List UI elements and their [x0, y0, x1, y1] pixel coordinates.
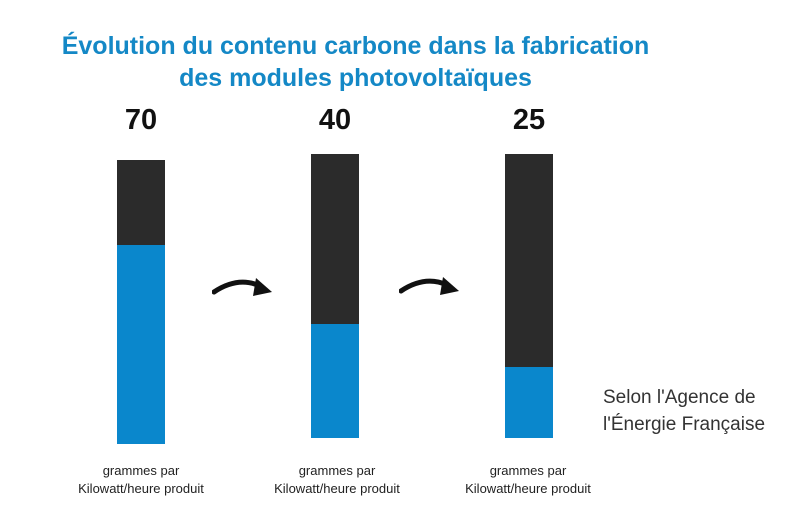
bar-fill-3: [505, 367, 553, 438]
bar-track-1: [117, 160, 165, 444]
unit-line-2: Kilowatt/heure produit: [465, 481, 591, 496]
unit-line-2: Kilowatt/heure produit: [78, 481, 204, 496]
bar-unit-label-1: grammes par Kilowatt/heure produit: [51, 462, 231, 498]
bar-track-3: [505, 154, 553, 438]
unit-line-2: Kilowatt/heure produit: [274, 481, 400, 496]
source-note: Selon l'Agence de l'Énergie Française: [603, 384, 765, 438]
chart-title: Évolution du contenu carbone dans la fab…: [0, 30, 711, 94]
bar-fill-1: [117, 245, 165, 444]
bar-fill-2: [311, 324, 359, 438]
bar-value-label-1: 70: [124, 104, 158, 136]
source-line-1: Selon l'Agence de: [603, 387, 756, 408]
chart-title-line-1: Évolution du contenu carbone dans la fab…: [61, 32, 650, 60]
bar-value-label-3: 25: [512, 104, 546, 136]
bar-value-label-2: 40: [318, 104, 352, 136]
curved-arrow-right-icon: [212, 278, 272, 296]
source-line-2: l'Énergie Française: [603, 414, 766, 435]
curved-arrow-right-icon: [399, 277, 459, 295]
unit-line-1: grammes par: [102, 463, 180, 478]
bar-unit-label-2: grammes par Kilowatt/heure produit: [247, 462, 427, 498]
bar-track-2: [311, 154, 359, 438]
chart-title-line-2: des modules photovoltaïques: [179, 64, 532, 92]
unit-line-1: grammes par: [298, 463, 376, 478]
unit-line-1: grammes par: [489, 463, 567, 478]
bar-unit-label-3: grammes par Kilowatt/heure produit: [438, 462, 618, 498]
